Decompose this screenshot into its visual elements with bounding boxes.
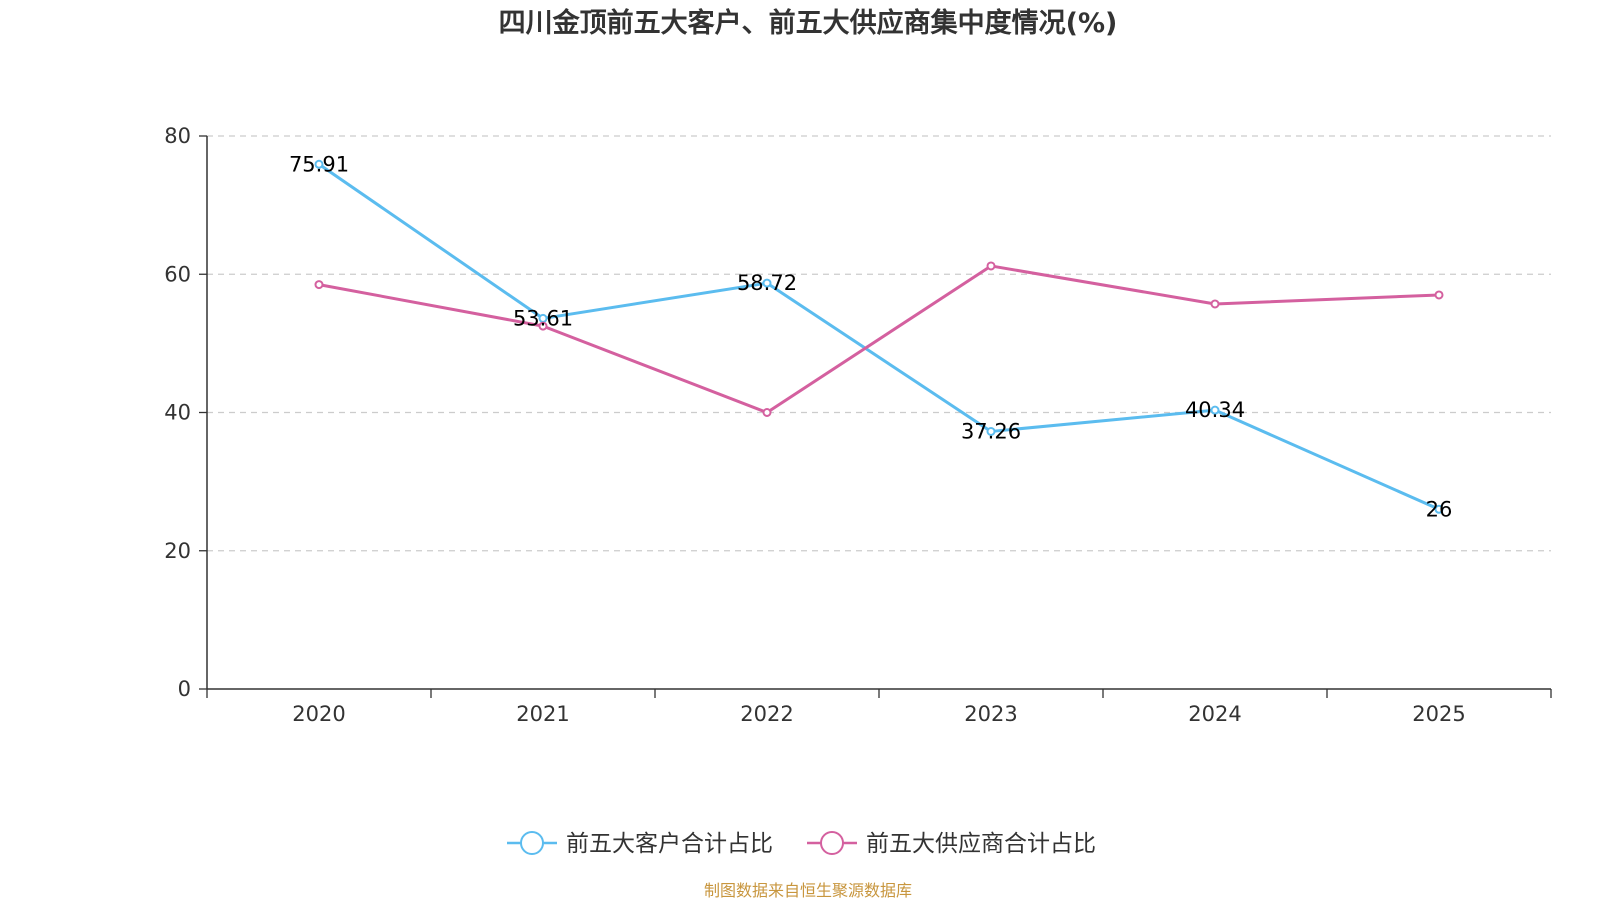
y-tick-label-80: 80	[164, 124, 191, 148]
legend-label-1: 前五大客户合计占比	[566, 831, 773, 857]
data-point-s2-2024[interactable]	[1210, 299, 1220, 309]
chart-title: 四川金顶前五大客户、前五大供应商集中度情况(%)	[499, 7, 1118, 39]
data-point-s2-2022[interactable]	[762, 408, 772, 417]
y-tick-label-20: 20	[164, 539, 191, 563]
x-tick-label-2022: 2022	[740, 702, 793, 726]
series-lines	[314, 159, 1444, 514]
legend-marker-icon-1	[520, 831, 544, 855]
legend-marker-icon-2	[820, 831, 844, 855]
legend-item-1[interactable]: 前五大客户合计占比	[507, 831, 773, 857]
series-line-2	[318, 264, 1440, 414]
x-tick-label-2020: 2020	[292, 702, 345, 726]
data-point-s1-2023[interactable]	[986, 426, 996, 436]
legend-item-2[interactable]: 前五大供应商合计占比	[807, 831, 1096, 857]
x-tick-label-2023: 2023	[964, 702, 1017, 726]
data-label-s1-2025: 26	[1426, 497, 1453, 521]
axes: 0 20 40 60 80 2020 2021 2022 2023 2024 2025	[164, 124, 1552, 726]
data-label-s1-2024: 40.34	[1185, 398, 1245, 422]
y-tick-label-0: 0	[178, 677, 191, 701]
x-tick-label-2021: 2021	[516, 702, 569, 726]
y-tick-label-40: 40	[164, 401, 191, 425]
data-label-s1-2020: 75.91	[289, 152, 349, 176]
grid-lines	[207, 135, 1551, 552]
data-point-s1-2025[interactable]	[1434, 504, 1444, 514]
x-tick-label-2025: 2025	[1412, 702, 1465, 726]
data-point-s2-2025[interactable]	[1434, 290, 1444, 300]
data-labels: 75.91 53.61 58.72 37.26 40.34 26	[289, 152, 1452, 521]
legend[interactable]: 前五大客户合计占比 前五大供应商合计占比	[507, 831, 1096, 857]
data-label-s1-2021: 53.61	[513, 306, 573, 330]
data-label-s1-2022: 58.72	[737, 271, 797, 295]
source-note: 制图数据来自恒生聚源数据库	[704, 881, 912, 900]
data-label-s1-2023: 37.26	[961, 419, 1021, 443]
y-tick-label-60: 60	[164, 262, 191, 286]
data-point-s1-2022[interactable]	[762, 278, 772, 288]
data-point-s2-2021[interactable]	[538, 321, 548, 331]
data-point-s1-2024[interactable]	[1210, 405, 1220, 415]
data-point-s2-2023[interactable]	[986, 261, 996, 271]
data-point-s1-2020[interactable]	[314, 159, 324, 169]
series-line-1	[318, 163, 1440, 511]
legend-label-2: 前五大供应商合计占比	[866, 831, 1096, 857]
data-point-s2-2020[interactable]	[314, 280, 324, 290]
x-tick-label-2024: 2024	[1188, 702, 1241, 726]
